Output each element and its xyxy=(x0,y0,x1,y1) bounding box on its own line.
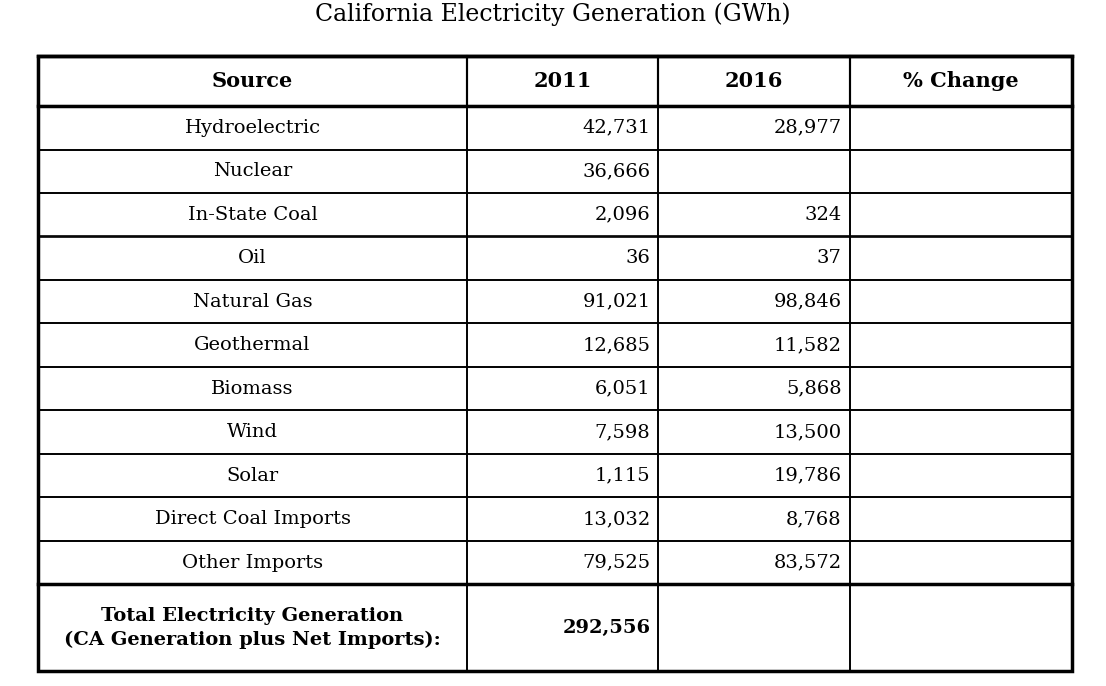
Text: 2,096: 2,096 xyxy=(595,206,650,224)
Text: Source: Source xyxy=(212,71,293,91)
Bar xyxy=(467,584,658,672)
Bar xyxy=(658,367,849,410)
Text: 83,572: 83,572 xyxy=(773,554,842,571)
Bar xyxy=(849,497,1072,541)
Text: 28,977: 28,977 xyxy=(773,119,842,137)
Text: 2011: 2011 xyxy=(533,71,592,91)
Bar xyxy=(38,280,467,324)
Text: 2016: 2016 xyxy=(724,71,783,91)
Text: In-State Coal: In-State Coal xyxy=(188,206,317,224)
Text: 6,051: 6,051 xyxy=(595,380,650,398)
Bar xyxy=(849,237,1072,280)
Bar xyxy=(849,410,1072,454)
Text: Geothermal: Geothermal xyxy=(195,336,311,354)
Bar xyxy=(467,454,658,497)
Text: 13,500: 13,500 xyxy=(773,423,842,441)
Bar xyxy=(467,106,658,150)
Bar xyxy=(467,150,658,193)
Bar xyxy=(658,280,849,324)
Bar xyxy=(467,280,658,324)
Text: 12,685: 12,685 xyxy=(583,336,650,354)
Bar xyxy=(38,324,467,367)
Text: Hydroelectric: Hydroelectric xyxy=(185,119,321,137)
Text: 79,525: 79,525 xyxy=(582,554,650,571)
Text: 36: 36 xyxy=(626,249,650,268)
Text: Other Imports: Other Imports xyxy=(182,554,323,571)
Bar xyxy=(658,193,849,237)
Bar xyxy=(658,584,849,672)
Bar xyxy=(849,150,1072,193)
Bar xyxy=(658,541,849,584)
Bar xyxy=(658,150,849,193)
Bar xyxy=(849,541,1072,584)
Text: Biomass: Biomass xyxy=(211,380,294,398)
Bar xyxy=(849,280,1072,324)
Bar xyxy=(38,106,467,150)
Text: 91,021: 91,021 xyxy=(582,293,650,311)
Bar xyxy=(38,56,467,106)
Text: 11,582: 11,582 xyxy=(774,336,842,354)
Text: Total Electricity Generation
(CA Generation plus Net Imports):: Total Electricity Generation (CA Generat… xyxy=(64,607,441,649)
Text: 1,115: 1,115 xyxy=(595,466,650,485)
Bar xyxy=(467,237,658,280)
Text: 324: 324 xyxy=(804,206,842,224)
Text: 98,846: 98,846 xyxy=(773,293,842,311)
Bar xyxy=(467,410,658,454)
Text: Solar: Solar xyxy=(227,466,279,485)
Text: 13,032: 13,032 xyxy=(582,510,650,528)
Bar xyxy=(38,56,1072,672)
Text: 5,868: 5,868 xyxy=(786,380,842,398)
Text: California Electricity Generation (GWh): California Electricity Generation (GWh) xyxy=(315,3,791,26)
Bar xyxy=(658,106,849,150)
Bar xyxy=(38,150,467,193)
Bar xyxy=(658,454,849,497)
Bar xyxy=(849,454,1072,497)
Bar xyxy=(849,193,1072,237)
Bar xyxy=(467,56,658,106)
Bar xyxy=(849,584,1072,672)
Text: Wind: Wind xyxy=(227,423,278,441)
Bar xyxy=(658,497,849,541)
Bar xyxy=(467,367,658,410)
Bar xyxy=(467,497,658,541)
Bar xyxy=(38,497,467,541)
Bar xyxy=(658,56,849,106)
Bar xyxy=(849,367,1072,410)
Text: Direct Coal Imports: Direct Coal Imports xyxy=(155,510,351,528)
Bar xyxy=(38,584,467,672)
Text: Natural Gas: Natural Gas xyxy=(192,293,312,311)
Bar xyxy=(38,454,467,497)
Bar xyxy=(658,237,849,280)
Text: Oil: Oil xyxy=(238,249,267,268)
Bar xyxy=(38,541,467,584)
Text: 36,666: 36,666 xyxy=(582,163,650,180)
Bar xyxy=(658,324,849,367)
Bar xyxy=(658,410,849,454)
Text: % Change: % Change xyxy=(902,71,1019,91)
Bar xyxy=(467,541,658,584)
Text: 42,731: 42,731 xyxy=(582,119,650,137)
Text: 37: 37 xyxy=(817,249,842,268)
Text: Nuclear: Nuclear xyxy=(213,163,292,180)
Bar xyxy=(849,56,1072,106)
Text: 19,786: 19,786 xyxy=(773,466,842,485)
Bar xyxy=(849,106,1072,150)
Bar xyxy=(467,193,658,237)
Bar xyxy=(38,237,467,280)
Bar xyxy=(38,367,467,410)
Text: 8,768: 8,768 xyxy=(786,510,842,528)
Text: 292,556: 292,556 xyxy=(562,619,650,637)
Bar xyxy=(467,324,658,367)
Text: 7,598: 7,598 xyxy=(595,423,650,441)
Bar xyxy=(38,193,467,237)
Bar xyxy=(849,324,1072,367)
Bar xyxy=(38,410,467,454)
